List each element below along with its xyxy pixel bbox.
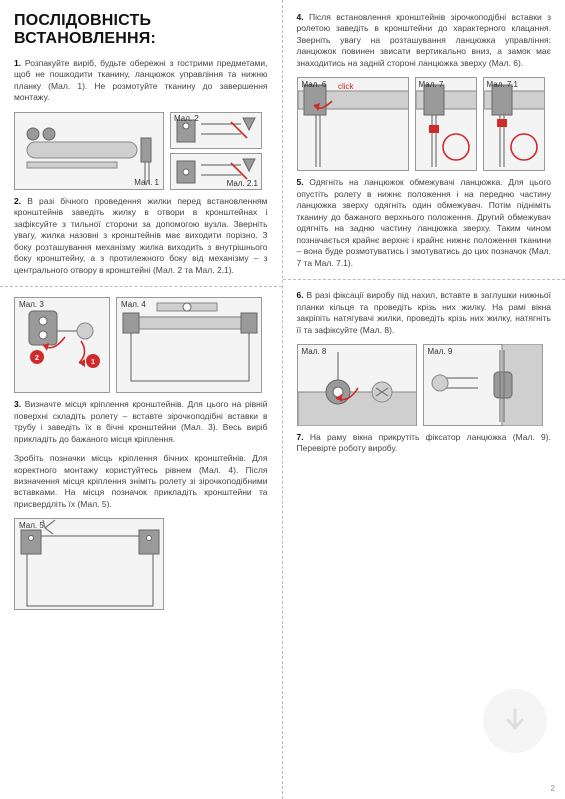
step-3-num: 3. [14,399,21,409]
step-5-num: 5. [297,177,304,187]
figure-2-1-label: Мал. 2.1 [227,179,258,188]
watermark-icon [483,689,547,753]
step-2-num: 2. [14,196,21,206]
fig-row-5: Мал. 5 [14,518,268,610]
step-6-num: 6. [297,290,304,300]
step-4-text: Після встановлення кронштейнів зірочкопо… [297,12,552,68]
figure-3: 2 1 Мал. 3 [14,297,110,393]
figure-9-label: Мал. 9 [428,347,453,356]
figure-8-label: Мал. 8 [302,347,327,356]
figure-2-1: Мал. 2.1 [170,153,262,190]
figure-7: Мал. 7 [415,77,477,171]
step-3b: Зробіть позначки місць кріплення бічних … [14,453,268,510]
figure-1: Мал. 1 [14,112,164,190]
fig-row-8-9: Мал. 8 Мал. 9 [297,344,552,426]
figure-4: Мал. 4 [116,297,262,393]
step-1-text: Розпакуйте виріб, будьте обережні з гост… [14,58,268,102]
badge-2: 2 [35,355,39,362]
divider-right-1 [283,279,565,280]
step-5-text: Одягніть на ланцюжок обмежувачі ланцюжка… [297,177,552,267]
step-2-text: В разі бічного проведення жилки перед вс… [14,196,268,275]
figure-6-label: Мал. 6 [302,80,327,89]
page-number: 2 [551,784,555,793]
figure-4-label: Мал. 4 [121,300,146,309]
step-4: 4. Після встановлення кронштейнів зірочк… [297,12,552,69]
fig-stack-2: Мал. 2 Мал. 2.1 [170,112,262,190]
step-1-num: 1. [14,58,21,68]
figure-6: click Мал. 6 [297,77,409,171]
figure-2-label: Мал. 2 [174,114,199,123]
page: ПОСЛІДОВНІСТЬ ВСТАНОВЛЕННЯ: 1. Розпакуйт… [0,0,565,799]
step-1: 1. Розпакуйте виріб, будьте обережні з г… [14,58,268,104]
divider-left-1 [0,286,282,287]
figure-7-1-label: Мал. 7.1 [487,80,518,89]
right-column: 4. Після встановлення кронштейнів зірочк… [283,0,565,799]
figure-9: Мал. 9 [423,344,543,426]
left-column: ПОСЛІДОВНІСТЬ ВСТАНОВЛЕННЯ: 1. Розпакуйт… [0,0,283,799]
badge-1: 1 [91,359,95,366]
step-7: 7. На раму вікна прикрутіть фіксатор лан… [297,432,552,455]
click-label: click [338,82,355,91]
step-3: 3. Визначте місця кріплення кронштейнів.… [14,399,268,445]
figure-8: Мал. 8 [297,344,417,426]
step-5: 5. Одягніть на ланцюжок обмежувачі ланцю… [297,177,552,269]
figure-7-1: Мал. 7.1 [483,77,545,171]
figure-3-label: Мал. 3 [19,300,44,309]
figure-5: Мал. 5 [14,518,164,610]
step-6: 6. В разі фіксації виробу під нахил, вст… [297,290,552,336]
figure-1-label: Мал. 1 [134,178,159,187]
step-6-text: В разі фіксації виробу під нахил, вставт… [297,290,552,334]
step-7-text: На раму вікна прикрутіть фіксатор ланцюж… [297,432,551,453]
figure-7-label: Мал. 7 [419,80,444,89]
step-4-num: 4. [297,12,304,22]
step-7-num: 7. [297,432,304,442]
fig-row-1: Мал. 1 Мал. 2 [14,112,268,190]
figure-5-label: Мал. 5 [19,521,44,530]
page-title: ПОСЛІДОВНІСТЬ ВСТАНОВЛЕННЯ: [14,12,268,48]
fig-row-3-4: 2 1 Мал. 3 Мал. 4 [14,297,268,393]
figure-2: Мал. 2 [170,112,262,149]
step-2: 2. В разі бічного проведення жилки перед… [14,196,268,276]
fig-row-6-7: click Мал. 6 Мал. 7 [297,77,552,171]
step-3-text: Визначте місця кріплення кронштейнів. Дл… [14,399,268,443]
